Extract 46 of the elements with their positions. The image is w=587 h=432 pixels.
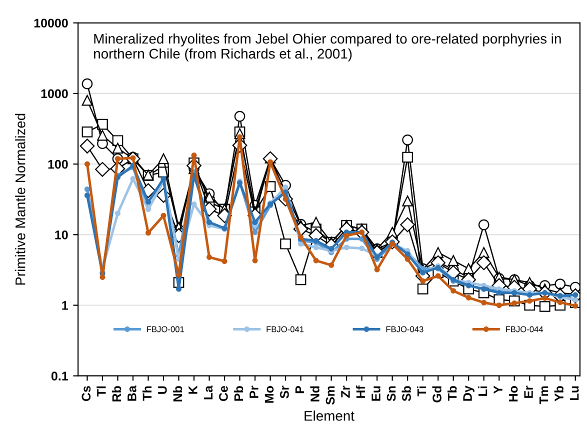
- x-axis-title: Element: [304, 410, 354, 421]
- y-tick-label: 1: [62, 301, 68, 310]
- y-tick-label: 100: [48, 160, 68, 169]
- x-tick-label: Hf: [356, 386, 366, 398]
- x-tick-label: Dy: [463, 386, 474, 401]
- legend-label: FBJO-043: [386, 326, 424, 332]
- x-tick-label: Sm: [326, 386, 335, 405]
- x-tick-label: Li: [478, 386, 488, 396]
- x-tick-label: Sn: [386, 386, 396, 402]
- x-tick-label: Cs: [82, 386, 91, 402]
- x-tick-label: Pr: [250, 386, 258, 398]
- x-tick-label: P: [295, 386, 304, 394]
- y-tick-label: 0.1: [51, 372, 68, 380]
- x-tick-label: Y: [494, 386, 502, 394]
- x-tick-label: Eu: [372, 386, 380, 401]
- x-tick-label: Nb: [172, 386, 182, 402]
- x-tick-label: Tm: [540, 386, 548, 404]
- x-tick-label: U: [158, 386, 167, 394]
- x-tick-label: Ba: [128, 385, 136, 401]
- legend-label: FBJO-044: [506, 326, 544, 332]
- text: Mineralized rhyolites from Jebel Ohier compared to ore-related porphyries in northern Chile (from Richards et al., 2001): [94, 33, 561, 62]
- x-tick-label: Zr: [341, 386, 350, 398]
- y-tick-label: 10000: [34, 18, 68, 28]
- x-tick-label: Ho: [508, 386, 518, 402]
- legend-label: FBJO-041: [266, 326, 304, 332]
- legend-label: FBJO-001: [147, 326, 184, 332]
- y-tick-label: 1000: [41, 89, 68, 98]
- x-tick-label: Th: [142, 386, 152, 401]
- x-tick-label: Yb: [554, 386, 564, 402]
- x-tick-label: Lu: [570, 386, 579, 400]
- x-tick-label: Tb: [448, 386, 457, 401]
- y-axis-title: Primitive Mantle Normalized: [15, 114, 26, 285]
- x-tick-label: Rb: [112, 386, 122, 402]
- x-tick-label: Er: [524, 386, 533, 398]
- x-tick-label: K: [188, 386, 198, 394]
- y-tick-label: 10: [55, 230, 68, 240]
- x-tick-label: Tl: [96, 386, 106, 397]
- x-tick-label: Ce: [219, 386, 228, 402]
- x-tick-label: La: [204, 385, 213, 400]
- x-tick-label: Ti: [417, 386, 426, 396]
- x-tick-label: Pb: [234, 386, 244, 401]
- x-tick-label: Sr: [280, 386, 289, 398]
- x-tick-label: Sb: [402, 386, 411, 402]
- x-tick-label: Nd: [310, 386, 320, 402]
- x-tick-label: Mo: [264, 386, 274, 403]
- x-tick-label: Gd: [432, 386, 442, 402]
